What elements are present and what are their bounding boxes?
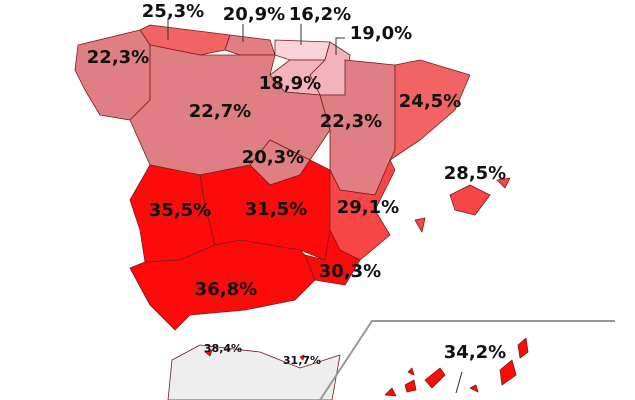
region xyxy=(517,337,529,359)
region-label: 30,3% xyxy=(319,261,381,282)
region xyxy=(424,367,446,389)
region xyxy=(389,59,471,161)
region xyxy=(204,349,213,357)
region-label: 36,8% xyxy=(195,279,257,300)
region xyxy=(74,29,151,121)
region-label: 22,7% xyxy=(189,101,251,122)
region xyxy=(274,39,331,61)
region-label: 38,4% xyxy=(204,342,242,355)
region xyxy=(299,354,305,361)
region xyxy=(384,387,397,397)
region-label: 29,1% xyxy=(337,197,399,218)
region xyxy=(304,229,361,286)
region-label: 18,9% xyxy=(259,73,321,94)
region xyxy=(129,44,331,176)
region xyxy=(414,217,426,233)
region-label: 19,0% xyxy=(350,23,412,44)
morocco-area xyxy=(167,344,341,400)
region-label: 20,3% xyxy=(242,147,304,168)
region-label: 28,5% xyxy=(444,163,506,184)
canarias-inset-frame xyxy=(319,320,615,400)
region-label: 24,5% xyxy=(399,91,461,112)
leader-line xyxy=(455,371,463,394)
region-label: 35,5% xyxy=(149,200,211,221)
leader-line xyxy=(335,37,345,55)
region xyxy=(407,367,415,376)
region xyxy=(496,177,511,189)
region-label: 22,3% xyxy=(87,47,149,68)
region-label: 20,9% xyxy=(223,4,285,25)
region xyxy=(129,239,316,331)
region-label: 16,2% xyxy=(289,4,351,25)
region xyxy=(449,184,491,216)
region xyxy=(404,379,417,393)
region-label: 34,2% xyxy=(444,342,506,363)
region xyxy=(224,34,276,56)
region xyxy=(499,359,517,386)
region-label: 25,3% xyxy=(142,1,204,22)
region-label: 31,5% xyxy=(245,199,307,220)
region-label: 22,3% xyxy=(320,111,382,132)
region-label: 31,7% xyxy=(283,354,321,367)
region xyxy=(469,384,479,393)
